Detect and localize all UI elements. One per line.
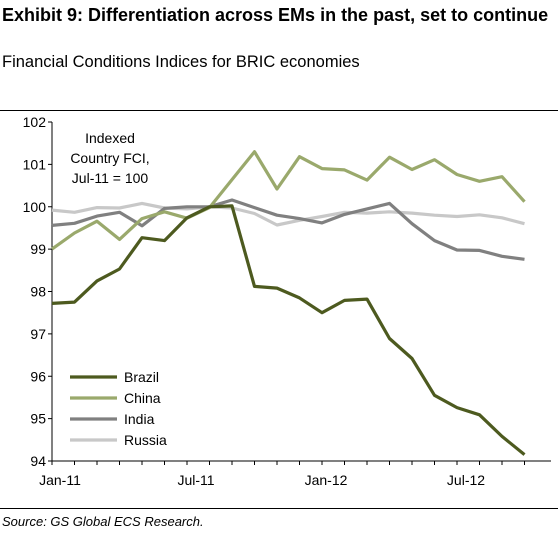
x-axis-ticks: Jan-11 Jul-11 Jan-12 Jul-12 bbox=[39, 461, 525, 488]
y-tick-label: 96 bbox=[30, 368, 46, 384]
y-tick-label: 95 bbox=[30, 411, 46, 427]
series-line-brazil bbox=[51, 204, 526, 456]
y-tick-label: 97 bbox=[30, 326, 46, 342]
x-tick-label: Jan-11 bbox=[39, 472, 81, 488]
series-line-china bbox=[51, 150, 526, 251]
annotation-line: Jul-11 = 100 bbox=[72, 170, 149, 186]
y-axis-ticks: 94 95 96 97 98 99 100 101 102 bbox=[23, 114, 52, 469]
y-tick-label: 101 bbox=[23, 156, 47, 172]
fci-line-chart: 94 95 96 97 98 99 100 101 102 Jan-11 Jul-11 Jan-12… bbox=[23, 114, 551, 488]
series-line-russia bbox=[51, 201, 525, 227]
annotation-line: Country FCI, bbox=[70, 150, 149, 166]
y-tick-label: 102 bbox=[23, 114, 47, 130]
legend-label-brazil: Brazil bbox=[124, 369, 159, 385]
chart-legend: Brazil China India Russia bbox=[70, 369, 167, 448]
x-tick-label: Jul-12 bbox=[447, 472, 485, 488]
source-note: Source: GS Global ECS Research. bbox=[2, 514, 204, 529]
y-tick-label: 94 bbox=[30, 453, 46, 469]
x-tick-label: Jul-11 bbox=[177, 472, 214, 488]
series-lines bbox=[51, 150, 526, 456]
legend-label-russia: Russia bbox=[124, 432, 167, 448]
y-tick-label: 99 bbox=[30, 241, 46, 257]
y-tick-label: 98 bbox=[30, 284, 46, 300]
annotation-line: Indexed bbox=[85, 130, 135, 146]
chart-header: Exhibit 9: Differentiation across EMs in… bbox=[0, 0, 558, 110]
x-tick-label: Jan-12 bbox=[305, 472, 348, 488]
chart-subtitle: Financial Conditions Indices for BRIC ec… bbox=[2, 53, 360, 71]
header-rule bbox=[0, 110, 558, 111]
exhibit-title: Exhibit 9: Differentiation across EMs in… bbox=[2, 5, 549, 25]
legend-label-india: India bbox=[124, 411, 155, 427]
series-line-india bbox=[51, 198, 525, 261]
y-tick-label: 100 bbox=[23, 199, 47, 215]
legend-label-china: China bbox=[124, 390, 161, 406]
footer-rule bbox=[0, 508, 558, 509]
chart-annotation: Indexed Country FCI, Jul-11 = 100 bbox=[70, 130, 149, 186]
